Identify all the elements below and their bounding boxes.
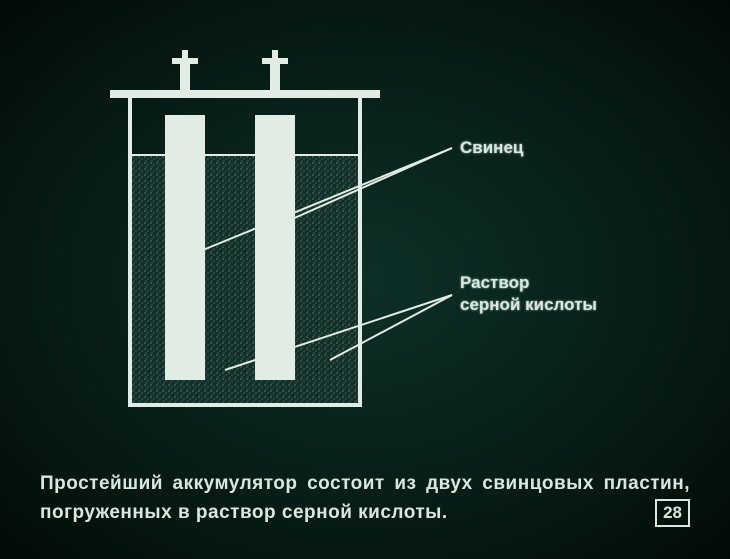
container-lid	[110, 90, 380, 98]
lead-plate-right	[255, 115, 295, 380]
label-acid-line1: Раствор	[460, 273, 529, 292]
caption-content: Простейший аккумулятор состоит из двух с…	[40, 473, 690, 523]
label-acid-line2: серной кислоты	[460, 295, 597, 314]
battery-diagram	[0, 0, 730, 470]
label-acid: Раствор серной кислоты	[460, 272, 597, 316]
caption-text: Простейший аккумулятор состоит из двух с…	[40, 470, 690, 527]
slide-frame: Свинец Раствор серной кислоты Простейший…	[0, 0, 730, 559]
terminal-left	[172, 50, 198, 92]
terminal-right	[262, 50, 288, 92]
lead-plate-left	[165, 115, 205, 380]
slide-number-badge: 28	[655, 499, 690, 527]
label-lead: Свинец	[460, 137, 523, 159]
